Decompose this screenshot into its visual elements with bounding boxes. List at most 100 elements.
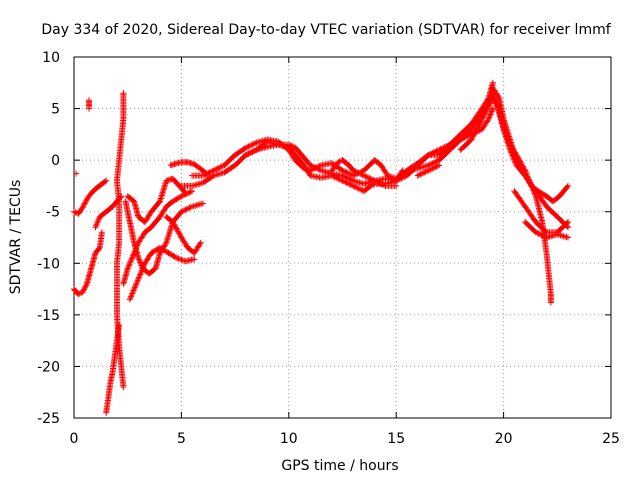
data-point-marks xyxy=(292,144,304,157)
data-point-marks xyxy=(489,90,502,116)
data-point-marks xyxy=(199,200,206,207)
data-point-marks xyxy=(565,219,571,225)
data-point-marks xyxy=(191,161,205,173)
data-point-marks xyxy=(156,244,171,256)
data-point-marks xyxy=(496,95,507,121)
data-point-marks xyxy=(479,117,491,133)
y-tick-label: -10 xyxy=(37,256,60,272)
data-point-marks xyxy=(178,234,190,250)
data-point-marks xyxy=(124,193,137,204)
y-tick-label: -25 xyxy=(37,411,60,427)
data-point-marks xyxy=(126,287,137,303)
data-point-marks xyxy=(328,160,341,174)
data-point-marks xyxy=(414,152,431,167)
data-point-marks xyxy=(545,270,554,296)
data-point-marks xyxy=(361,172,377,184)
data-point-marks xyxy=(468,117,485,143)
data-point-marks xyxy=(242,140,259,151)
data-point-marks xyxy=(169,175,182,188)
data-point-marks xyxy=(131,277,141,293)
data-point-marks xyxy=(178,204,194,215)
data-point-marks xyxy=(285,141,297,151)
data-point-marks xyxy=(339,172,355,184)
data-point-marks xyxy=(92,215,103,231)
data-point-marks xyxy=(393,182,400,189)
data-point-marks xyxy=(141,251,154,267)
data-point-marks xyxy=(148,199,162,215)
data-point-marks xyxy=(457,132,473,143)
data-point-marks xyxy=(565,182,571,189)
data-point-marks xyxy=(446,137,463,153)
data-point-marks xyxy=(114,241,122,267)
data-point-marks xyxy=(116,200,123,225)
series-t16 xyxy=(242,138,406,195)
y-tick-labels: 10 5 0 -5 -10 -15 -20 -25 xyxy=(37,50,60,427)
data-point-marks xyxy=(565,224,571,231)
data-point-marks xyxy=(163,199,175,210)
data-point-marks xyxy=(86,102,92,110)
series-t10 xyxy=(126,244,198,303)
data-point-marks xyxy=(109,199,120,210)
y-tick-label: -20 xyxy=(37,359,60,375)
chart-title: Day 334 of 2020, Sidereal Day-to-day VTE… xyxy=(41,22,611,38)
y-tick-label: -15 xyxy=(37,308,60,324)
data-point-marks xyxy=(199,168,216,179)
data-point-marks xyxy=(189,188,196,195)
data-point-marks xyxy=(107,370,116,385)
data-point-marks xyxy=(71,208,80,217)
data-point-marks xyxy=(118,365,127,391)
series-t2 xyxy=(71,177,110,217)
data-point-marks xyxy=(513,152,528,173)
series-t14 xyxy=(178,79,496,189)
data-point-marks xyxy=(425,162,441,174)
y-tick-label: 10 xyxy=(42,50,60,66)
data-point-marks xyxy=(457,122,474,138)
x-tick-label: 20 xyxy=(495,431,513,447)
data-point-marks xyxy=(565,234,571,241)
data-point-marks xyxy=(124,251,137,272)
data-point-marks xyxy=(543,203,560,219)
data-point-marks xyxy=(191,240,203,256)
data-point-marks xyxy=(522,219,538,235)
data-point-marks xyxy=(285,144,298,157)
data-point-marks xyxy=(120,90,127,97)
series-t13 xyxy=(167,159,211,178)
data-point-marks xyxy=(378,162,390,178)
data-point-marks xyxy=(500,126,513,147)
data-point-marks xyxy=(156,179,169,205)
series-t20 xyxy=(457,95,571,231)
data-point-marks xyxy=(242,147,259,158)
series-t9 xyxy=(120,188,196,287)
data-point-marks xyxy=(535,188,549,199)
data-point-marks xyxy=(118,117,127,143)
data-point-marks xyxy=(496,110,507,131)
data-point-marks xyxy=(88,251,99,272)
series-t19 xyxy=(414,162,443,179)
data-point-marks xyxy=(335,157,345,166)
y-tick-label: 0 xyxy=(51,153,60,169)
data-point-marks xyxy=(361,158,377,174)
data-point-marks xyxy=(468,106,485,127)
series-t7 xyxy=(73,170,80,177)
data-point-marks xyxy=(114,313,123,349)
data-point-marks xyxy=(98,229,105,236)
x-tick-label: 15 xyxy=(387,431,405,447)
series-t12 xyxy=(163,213,204,256)
data-point-marks xyxy=(393,168,405,184)
data-point-marks xyxy=(131,198,141,219)
axis-ticks xyxy=(73,56,612,419)
data-point-marks xyxy=(135,261,148,282)
data-point-marks xyxy=(221,153,237,169)
data-points xyxy=(71,79,571,416)
data-point-marks xyxy=(468,112,485,133)
series-t23 xyxy=(511,188,571,236)
data-point-marks xyxy=(92,181,104,192)
data-point-marks xyxy=(103,204,115,215)
data-point-marks xyxy=(98,178,109,187)
data-point-marks xyxy=(163,213,175,225)
data-point-marks xyxy=(126,219,137,245)
x-tick-label: 10 xyxy=(280,431,298,447)
x-tick-label: 25 xyxy=(602,431,620,447)
data-point-marks xyxy=(361,183,373,195)
data-point-marks xyxy=(300,162,313,178)
